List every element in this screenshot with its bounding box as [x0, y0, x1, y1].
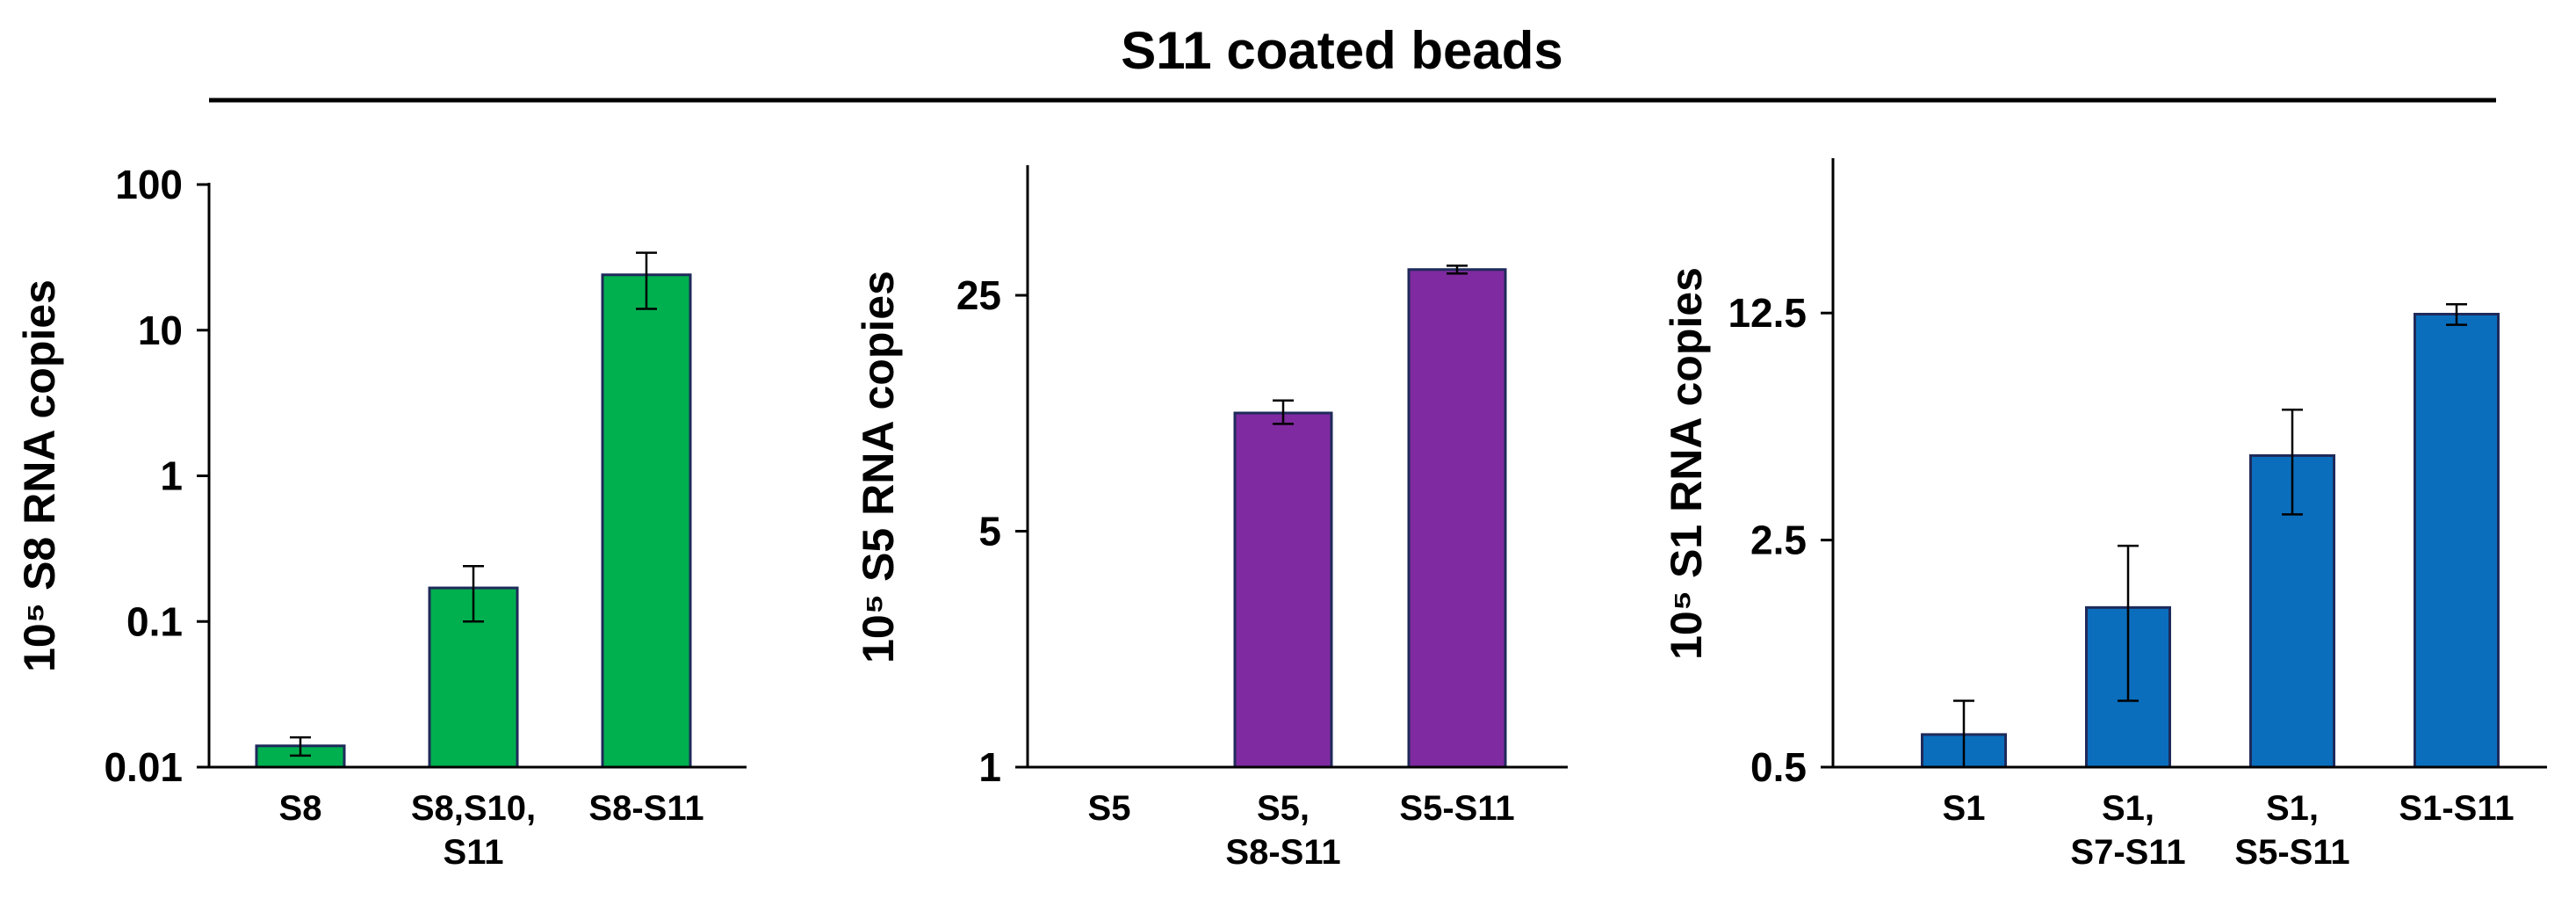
x-tick-label: S5 [1088, 789, 1131, 828]
error-bar [2446, 303, 2467, 326]
y-tick-label: 0.5 [1750, 744, 1807, 790]
x-tick-label: S5, S8-S11 [1225, 789, 1340, 872]
bar [1407, 268, 1507, 769]
y-axis-label: 10⁵ S5 RNA copies [854, 271, 903, 663]
x-tick-label: S8,S10, S11 [411, 789, 536, 872]
y-tick-label: 0.1 [126, 598, 183, 644]
error-bar [1447, 264, 1468, 275]
y-tick-label: 1 [978, 744, 1001, 790]
y-tick-label: 0.01 [104, 744, 183, 790]
x-tick-label: S8 [279, 789, 322, 828]
y-tick-label: 5 [978, 509, 1001, 554]
error-bar [2282, 408, 2303, 516]
y-tick-label: 1 [160, 453, 183, 499]
y-tick-label: 2.5 [1750, 518, 1807, 563]
chart-panel-3: 10⁵ S1 RNA copies 0.5 2.5 12.5 S1 S1, S7-S11 S1… [1662, 158, 2547, 872]
error-bar [463, 564, 484, 623]
x-tick-label: S1-S11 [2399, 789, 2514, 828]
x-tick-label: S1, S7-S11 [2070, 789, 2185, 872]
error-bar [1273, 399, 1294, 425]
x-tick-label: S1, S5-S11 [2234, 789, 2349, 872]
y-tick-label: 12.5 [1728, 290, 1807, 336]
x-tick-label: S8-S11 [588, 789, 704, 828]
error-bar [636, 251, 657, 310]
bar [601, 273, 692, 769]
bar [2414, 313, 2500, 769]
error-bar [2118, 544, 2139, 702]
error-bar [290, 735, 311, 757]
chart-panel-1: 10⁵ S8 RNA copies 0.01 0.1 1 10 100 S8 S8,S10, S… [15, 162, 747, 872]
chart-panels: 10⁵ S8 RNA copies 0.01 0.1 1 10 100 S8 S8,S10, S… [15, 158, 2547, 872]
y-axis-label: 10⁵ S1 RNA copies [1662, 267, 1711, 660]
x-tick-label: S5-S11 [1399, 789, 1514, 828]
y-tick-label: 100 [115, 162, 183, 207]
bar [1233, 411, 1333, 769]
chart-panel-2: 10⁵ S5 RNA copies 1 5 25 S5 S5, S8-S11 S5-S11 [854, 165, 1568, 872]
y-tick-label: 25 [956, 272, 1001, 318]
figure-title: S11 coated beads [1121, 21, 1563, 80]
y-axis-label: 10⁵ S8 RNA copies [15, 279, 64, 672]
y-tick-label: 10 [138, 308, 183, 353]
x-tick-label: S1 [1943, 789, 1986, 828]
